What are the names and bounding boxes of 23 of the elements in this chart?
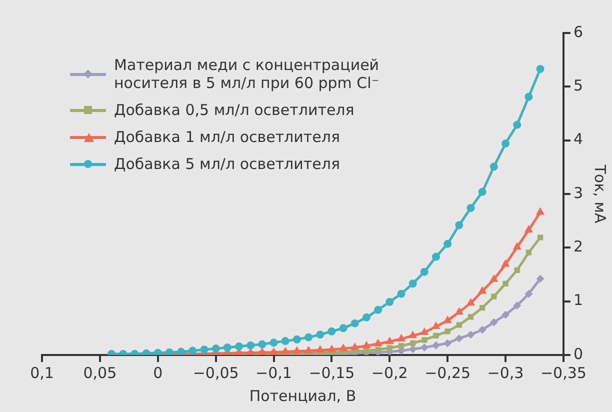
y-axis-title: Ток, мА	[591, 164, 610, 224]
legend-label: Материал меди с концентрацией носителя в 5 мл/л при 60 ppm Cl⁻	[114, 56, 380, 92]
x-tick-label: −0,3	[487, 364, 524, 382]
x-tick-label: −0,25	[424, 364, 471, 382]
x-tick-label: −0,1	[256, 364, 292, 382]
y-tick-label: 1	[573, 291, 584, 310]
x-tick-label: −0,15	[308, 364, 355, 382]
legend-label: Добавка 5 мл/л осветлителя	[114, 155, 340, 173]
x-tick-label: 0,1	[30, 364, 54, 382]
x-tick-label: −0,05	[192, 364, 239, 382]
x-tick-label: −0,2	[371, 364, 408, 382]
y-tick-label: 0	[573, 344, 584, 363]
x-tick-label: 0,05	[83, 364, 117, 382]
legend-label: Добавка 1 мл/л осветлителя	[114, 128, 340, 146]
x-axis-title: Потенциал, В	[249, 386, 356, 405]
y-tick-label: 3	[573, 184, 584, 202]
y-tick-label: 2	[573, 238, 584, 256]
legend-label: Добавка 0,5 мл/л осветлителя	[114, 101, 354, 119]
y-tick-label: 5	[573, 76, 584, 95]
y-tick-label: 4	[573, 130, 584, 148]
y-tick-label: 6	[573, 22, 584, 41]
x-tick-label: 0	[153, 364, 163, 382]
x-tick-label: −0,35	[540, 364, 586, 382]
